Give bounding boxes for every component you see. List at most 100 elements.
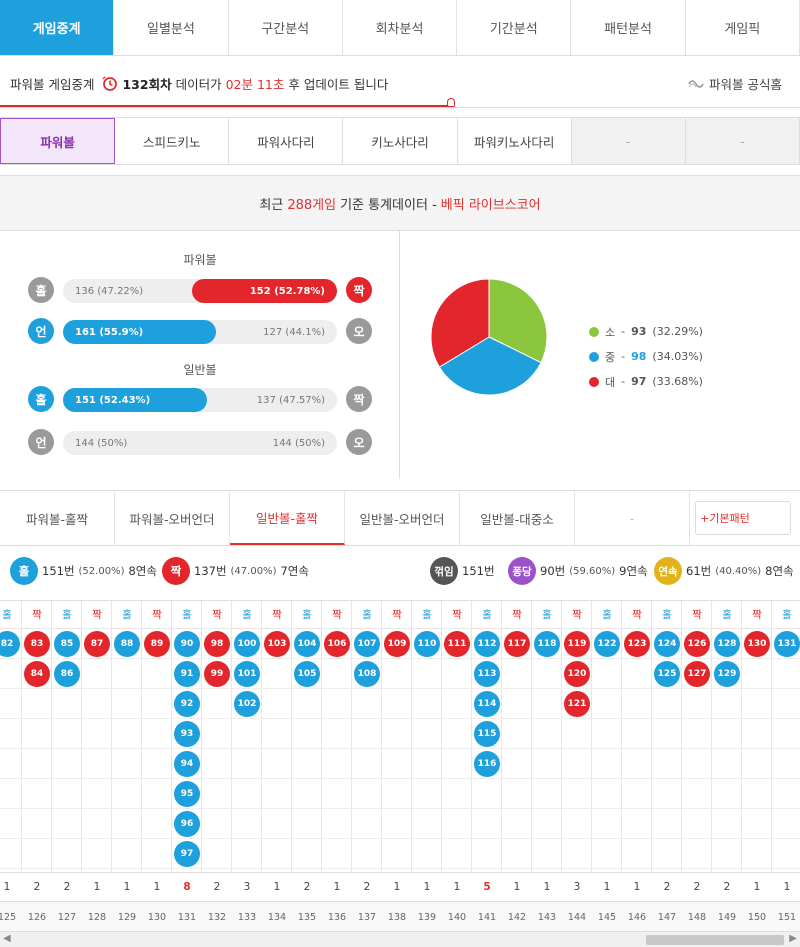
pie-slice-0 <box>488 278 548 364</box>
tab-3[interactable]: 회차분석 <box>343 0 458 55</box>
grid-cell <box>742 629 772 659</box>
summary-badge-icon: 꺾임 <box>430 557 458 585</box>
pattern-column: 짝 98 99 2 132 <box>202 601 232 931</box>
summary-pct: (59.60%) <box>569 565 616 577</box>
game-tab-3[interactable]: 키노사다리 <box>343 118 458 164</box>
pattern-column: 홀 107 108 2 137 <box>352 601 382 931</box>
grid-cell <box>382 659 412 689</box>
left-result-icon: 홀 <box>28 386 54 412</box>
tab-0[interactable]: 게임중계 <box>0 0 115 55</box>
column-type-label: 짝 <box>262 601 292 629</box>
pie-legend: 소 -93 (32.29%) 중 -98 (34.03%) 대 -97 (33.68%) <box>589 319 703 394</box>
summary-badge-icon: 연속 <box>654 557 682 585</box>
summary-streak: 9연속 <box>619 564 648 578</box>
streak-count: 2 <box>202 872 232 902</box>
grid-cell <box>22 689 52 719</box>
basic-pattern-button[interactable]: + 기본패턴 <box>695 501 791 535</box>
grid-cell <box>292 719 322 749</box>
result-ball: 105 <box>294 661 320 687</box>
grid-cell <box>232 629 262 659</box>
grid-cell <box>562 809 592 839</box>
result-ball: 87 <box>84 631 110 657</box>
streak-count: 1 <box>442 872 472 902</box>
grid-cell <box>292 629 322 659</box>
result-ball: 95 <box>174 781 200 807</box>
grid-cell <box>322 749 352 779</box>
result-ball: 113 <box>474 661 500 687</box>
summary-item: 퐁당 90번 (59.60%) 9연속 <box>508 557 648 585</box>
grid-cell <box>232 839 262 869</box>
grid-cell <box>262 839 292 869</box>
scroll-right-icon[interactable]: ▶ <box>789 933 797 944</box>
grid-cell <box>772 719 800 749</box>
pattern-column: 홀 124 125 2 147 <box>652 601 682 931</box>
game-tab-2[interactable]: 파워사다리 <box>229 118 344 164</box>
grid-cell <box>472 779 502 809</box>
stat-row: 홀 152 (52.78%) 136 (47.22%) 짝 <box>28 277 372 305</box>
pattern-column: 홀 90 91 92 93 94 95 96 97 8 131 <box>172 601 202 931</box>
round-number-label: 145 <box>592 902 622 931</box>
grid-cell <box>532 659 562 689</box>
round-number-label: 143 <box>532 902 562 931</box>
pattern-tab-1[interactable]: 파워볼-오버언더 <box>115 491 230 545</box>
round-number-label: 125 <box>0 902 22 931</box>
result-ball: 119 <box>564 631 590 657</box>
pattern-tab-0[interactable]: 파워볼-홀짝 <box>0 491 115 545</box>
pattern-tab-4[interactable]: 일반볼-대중소 <box>460 491 575 545</box>
column-type-label: 짝 <box>502 601 532 629</box>
grid-cell <box>562 719 592 749</box>
grid-cell <box>712 779 742 809</box>
pattern-column: 짝 87 1 128 <box>82 601 112 931</box>
scroll-thumb[interactable] <box>646 935 784 945</box>
grid-cell <box>172 689 202 719</box>
grid-cell <box>712 689 742 719</box>
grid-cell <box>772 839 800 869</box>
pattern-tab-2[interactable]: 일반볼-홀짝 <box>230 491 345 545</box>
grid-cell <box>742 779 772 809</box>
scroll-left-icon[interactable]: ◀ <box>3 933 11 944</box>
grid-cell <box>292 809 322 839</box>
stats-source: 베픽 라이브스코어 <box>440 197 541 213</box>
grid-cell <box>202 719 232 749</box>
game-tab-1[interactable]: 스피드키노 <box>115 118 230 164</box>
pattern-column: 짝 119 120 121 3 144 <box>562 601 592 931</box>
streak-count: 1 <box>262 872 292 902</box>
result-ball: 93 <box>174 721 200 747</box>
size-pie-chart <box>430 278 548 396</box>
tab-6[interactable]: 게임픽 <box>686 0 800 55</box>
grid-cell <box>202 809 232 839</box>
horizontal-scrollbar[interactable]: ◀ ▶ <box>0 931 800 947</box>
right-result-icon: 짝 <box>346 277 372 303</box>
stats-count: 288게임 <box>287 197 337 213</box>
grid-cell <box>382 719 412 749</box>
pattern-tab-5: - <box>575 491 690 545</box>
stats-header: 최근 288게임 기준 통계데이터 - 베픽 라이브스코어 <box>0 175 800 231</box>
official-home-link[interactable]: 파워볼 공식홈 <box>687 74 782 93</box>
pattern-tab-3[interactable]: 일반볼-오버언더 <box>345 491 460 545</box>
grid-cell <box>352 779 382 809</box>
result-ball: 100 <box>234 631 260 657</box>
grid-cell <box>292 749 322 779</box>
grid-cell <box>82 719 112 749</box>
result-ball: 124 <box>654 631 680 657</box>
grid-cell <box>22 719 52 749</box>
tab-1[interactable]: 일별분석 <box>114 0 229 55</box>
game-tab-4[interactable]: 파워키노사다리 <box>457 118 572 164</box>
round-number-label: 134 <box>262 902 292 931</box>
grid-cell <box>52 809 82 839</box>
column-type-label: 짝 <box>562 601 592 629</box>
summary-pct: (40.40%) <box>715 565 762 577</box>
game-tab-0[interactable]: 파워볼 <box>0 118 116 164</box>
grid-cell <box>532 629 562 659</box>
tab-5[interactable]: 패턴분석 <box>571 0 686 55</box>
result-ball: 106 <box>324 631 350 657</box>
grid-cell <box>472 689 502 719</box>
tab-2[interactable]: 구간분석 <box>229 0 343 55</box>
grid-cell <box>652 719 682 749</box>
result-ball: 90 <box>174 631 200 657</box>
grid-cell <box>712 809 742 839</box>
result-ball: 98 <box>204 631 230 657</box>
grid-cell <box>382 839 412 869</box>
tab-4[interactable]: 기간분석 <box>457 0 572 55</box>
grid-cell <box>52 659 82 689</box>
